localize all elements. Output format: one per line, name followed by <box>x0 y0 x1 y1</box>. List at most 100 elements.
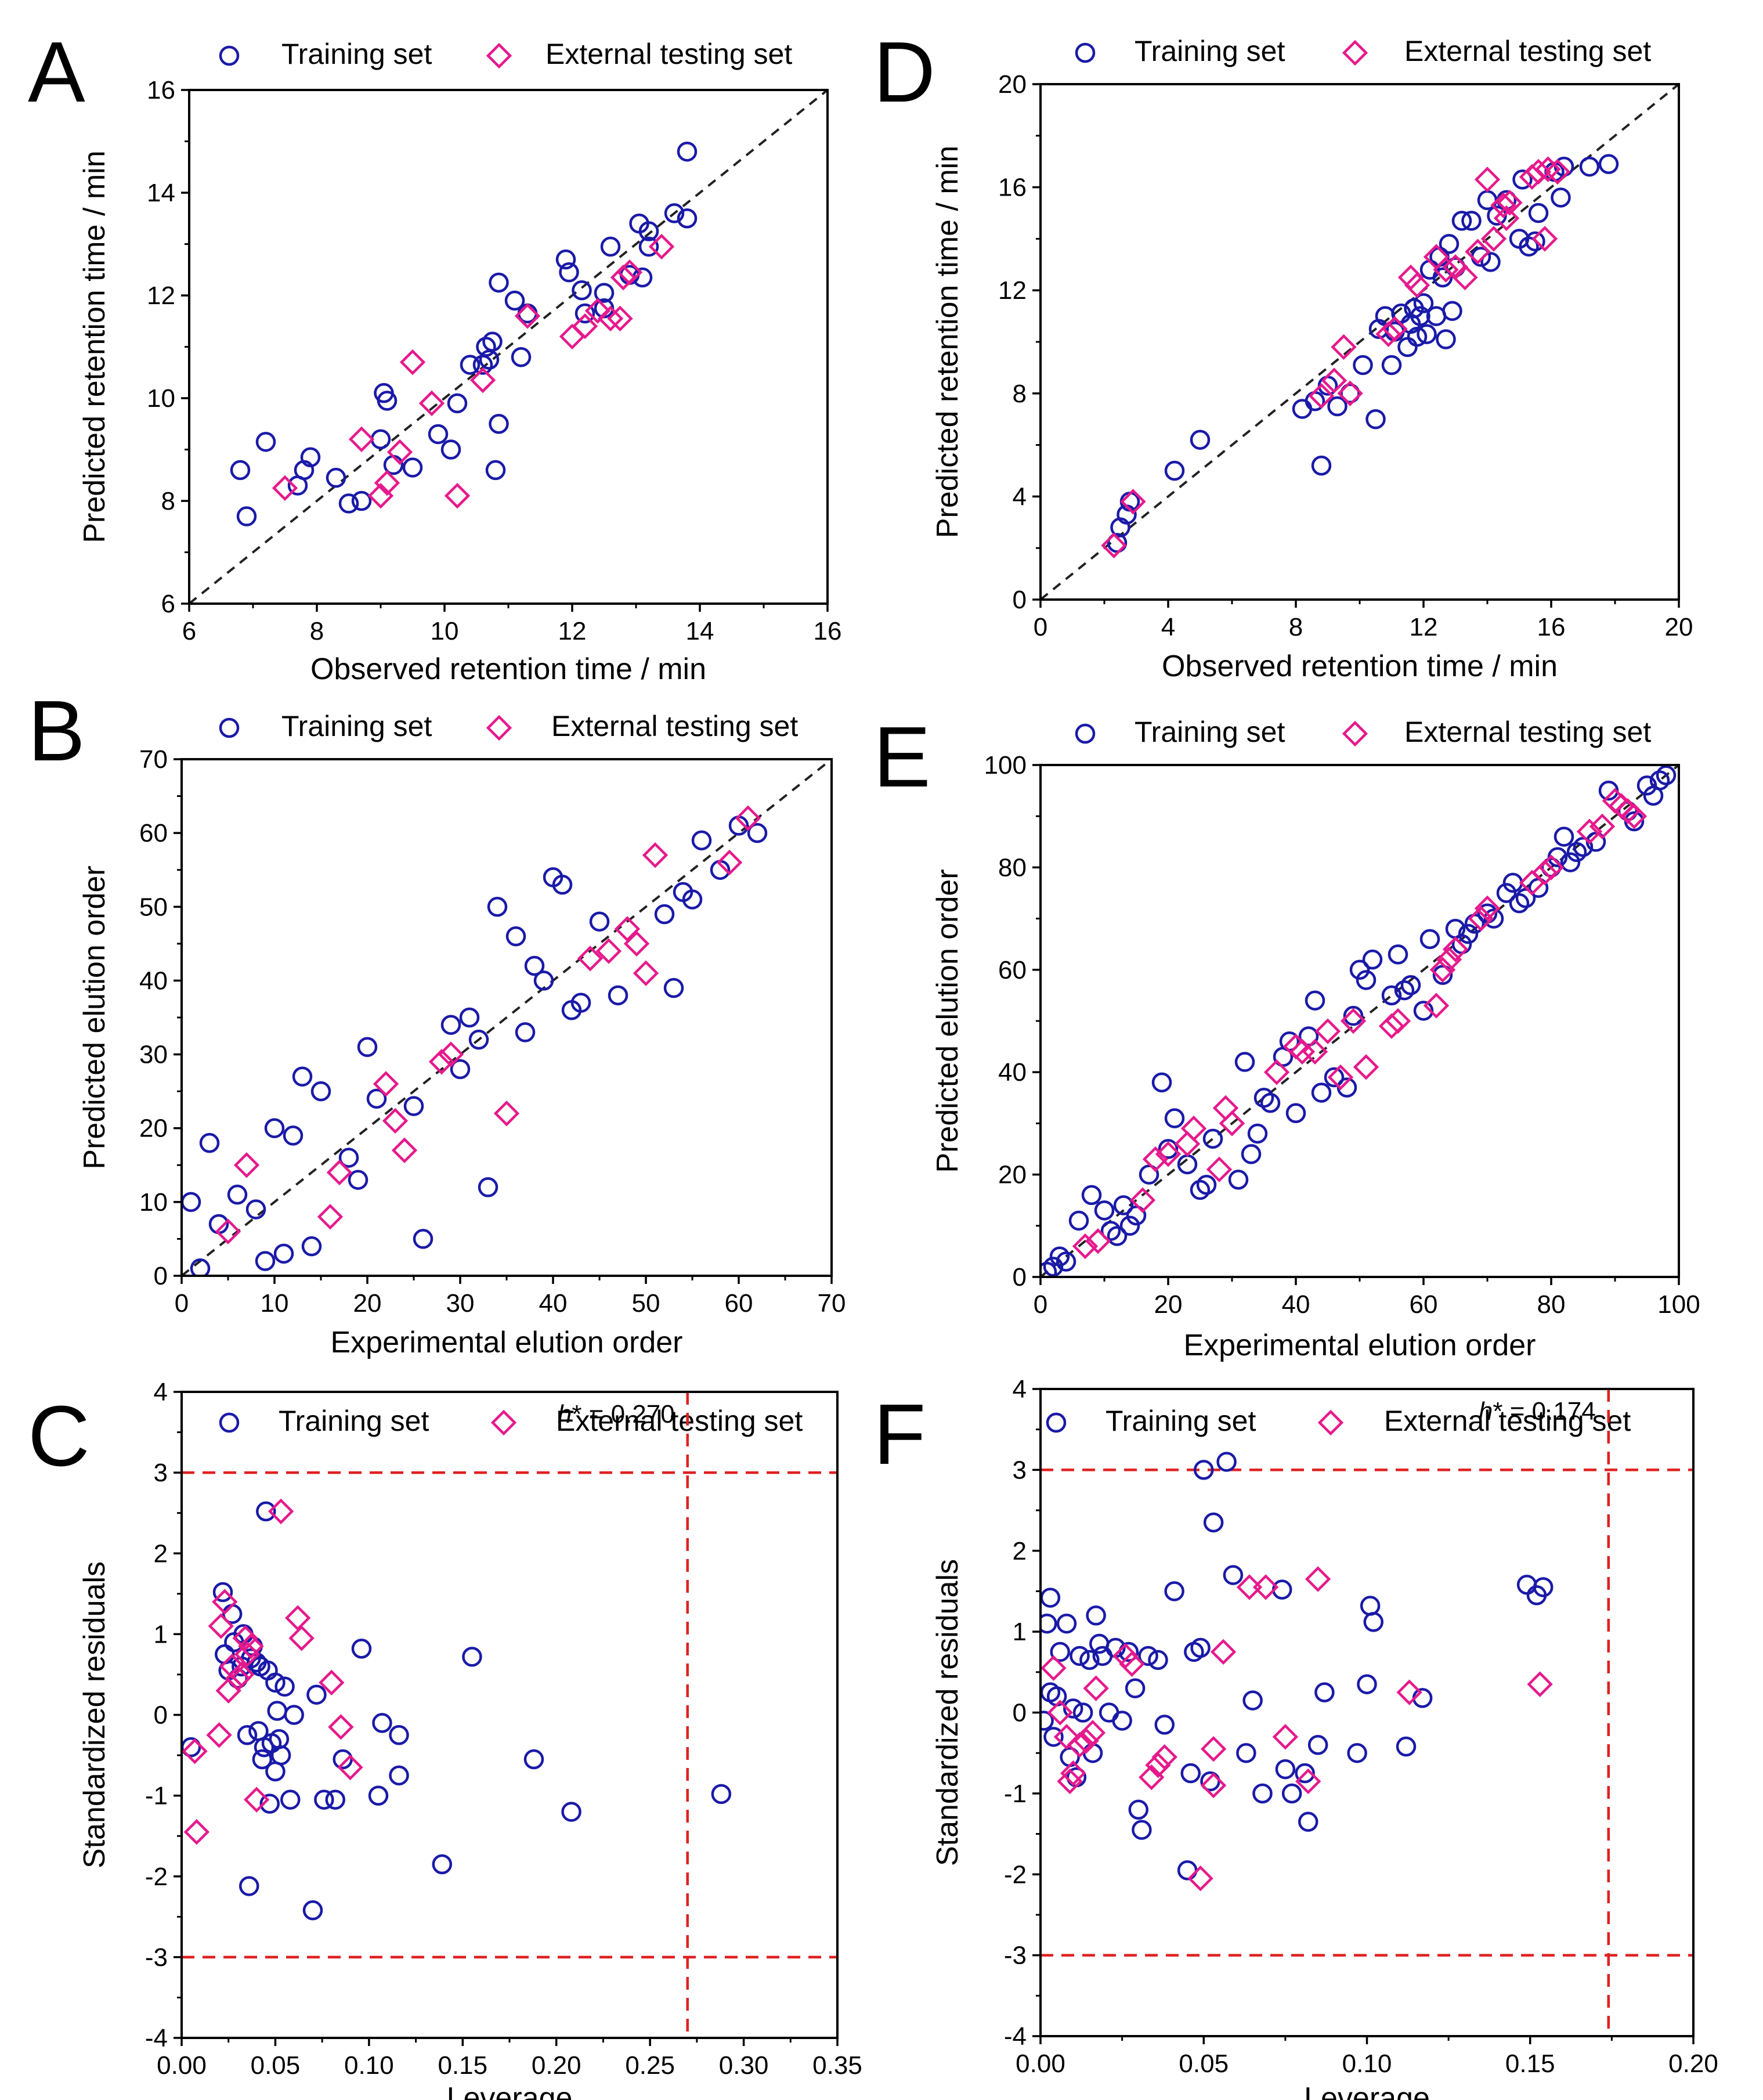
testing-point <box>328 1714 354 1740</box>
testing-point <box>438 1041 464 1067</box>
testing-point <box>1200 1736 1227 1762</box>
training-point <box>351 490 372 511</box>
y-tick-label: 4 <box>1013 482 1027 511</box>
testing-point <box>229 1661 255 1688</box>
legend-training-marker <box>219 717 240 738</box>
training-point <box>468 1029 489 1050</box>
x-tick-label: 20 <box>1665 613 1693 641</box>
training-point <box>1180 1763 1201 1784</box>
training-point <box>212 1582 233 1603</box>
testing-point <box>382 1107 409 1134</box>
testing-point <box>1210 1639 1237 1665</box>
testing-point <box>1378 1013 1405 1040</box>
training-point <box>1190 430 1211 450</box>
testing-point <box>1085 1228 1111 1254</box>
training-point <box>267 1701 287 1721</box>
training-point <box>575 303 595 324</box>
y-tick-label: 3 <box>1013 1456 1027 1484</box>
training-point <box>524 955 545 976</box>
training-point <box>1228 1170 1249 1190</box>
legend-training-label: Training set <box>1135 35 1285 67</box>
x-tick-label: 0.25 <box>625 2051 675 2080</box>
x-tick-label: 60 <box>1410 1290 1438 1319</box>
y-tick-label: 60 <box>998 956 1027 984</box>
training-point <box>1194 1460 1214 1480</box>
training-point <box>1419 929 1440 950</box>
training-point <box>274 1676 295 1697</box>
panel-e: E Training set External testing set 0 20 40 60… <box>873 709 1700 1362</box>
legend-testing-label: External testing set <box>556 1405 803 1437</box>
x-tick-label: 0.10 <box>344 2051 394 2080</box>
training-point <box>1307 1735 1328 1755</box>
y-tick-label: 70 <box>139 745 168 774</box>
training-point <box>1451 211 1472 231</box>
testing-point <box>572 313 598 340</box>
testing-point <box>1263 1059 1290 1085</box>
testing-point <box>1465 239 1491 265</box>
testing-point <box>597 305 624 332</box>
testing-point <box>1321 367 1347 394</box>
legend-testing-marker <box>1342 39 1368 66</box>
testing-point <box>1289 1038 1316 1065</box>
testing-point <box>1083 1675 1109 1701</box>
training-point <box>1381 985 1402 1006</box>
testing-point <box>1295 1768 1321 1795</box>
testing-point <box>1538 854 1565 881</box>
training-point <box>594 283 615 303</box>
y-tick-label: 20 <box>139 1114 168 1143</box>
testing-point <box>1340 1008 1367 1034</box>
training-point <box>325 1789 345 1810</box>
testing-point <box>648 233 675 260</box>
training-point <box>1349 959 1370 980</box>
testing-point <box>418 390 445 417</box>
x-tick-label: 0 <box>1034 613 1047 641</box>
x-tick-label: 100 <box>1657 1290 1700 1319</box>
training-point <box>1381 355 1402 376</box>
training-point <box>487 897 508 917</box>
training-point <box>1554 827 1574 847</box>
panel-b: B Training set External testing set 0 10 20 30… <box>28 683 846 1359</box>
testing-point <box>386 439 413 466</box>
testing-point <box>284 1605 311 1631</box>
x-tick-label: 0.10 <box>1342 2050 1392 2078</box>
y-tick-label: 4 <box>154 1378 168 1406</box>
training-point <box>552 874 573 895</box>
training-point <box>215 1644 235 1665</box>
training-point <box>252 1749 273 1770</box>
training-point <box>1139 1164 1159 1185</box>
testing-point <box>559 323 586 349</box>
x-tick-label: 0.20 <box>532 2051 581 2080</box>
testing-point <box>348 426 375 452</box>
training-point <box>314 1789 334 1810</box>
testing-point <box>373 1071 399 1097</box>
training-point <box>370 429 391 450</box>
training-point <box>237 1725 258 1745</box>
training-point <box>589 911 610 932</box>
training-point <box>230 460 251 481</box>
testing-point <box>642 842 669 868</box>
training-point <box>1573 836 1594 857</box>
training-point <box>1190 1637 1211 1658</box>
training-point <box>182 1192 201 1213</box>
training-point <box>447 393 468 414</box>
testing-point <box>1382 316 1408 342</box>
y-axis-title: Predicted retention time / min <box>931 146 964 538</box>
training-point <box>485 460 506 481</box>
testing-point <box>1187 1866 1213 1892</box>
y-tick-label: 50 <box>139 893 168 921</box>
training-point <box>265 1672 286 1693</box>
x-tick-label: 70 <box>818 1289 846 1318</box>
x-tick-label: 40 <box>539 1289 568 1318</box>
testing-point <box>577 946 604 972</box>
training-point <box>1164 1108 1185 1128</box>
testing-point <box>735 805 761 831</box>
legend-training-label: Training set <box>279 1405 429 1437</box>
training-point <box>264 1118 285 1138</box>
testing-point <box>1397 264 1424 291</box>
hstar-symbol: h <box>1479 1397 1493 1426</box>
training-point <box>1132 1820 1152 1840</box>
training-point <box>1347 1742 1367 1763</box>
hstar-value: * = 0.270 <box>572 1400 674 1428</box>
legend-training-marker <box>1046 1412 1067 1433</box>
training-point <box>1041 1613 1057 1634</box>
